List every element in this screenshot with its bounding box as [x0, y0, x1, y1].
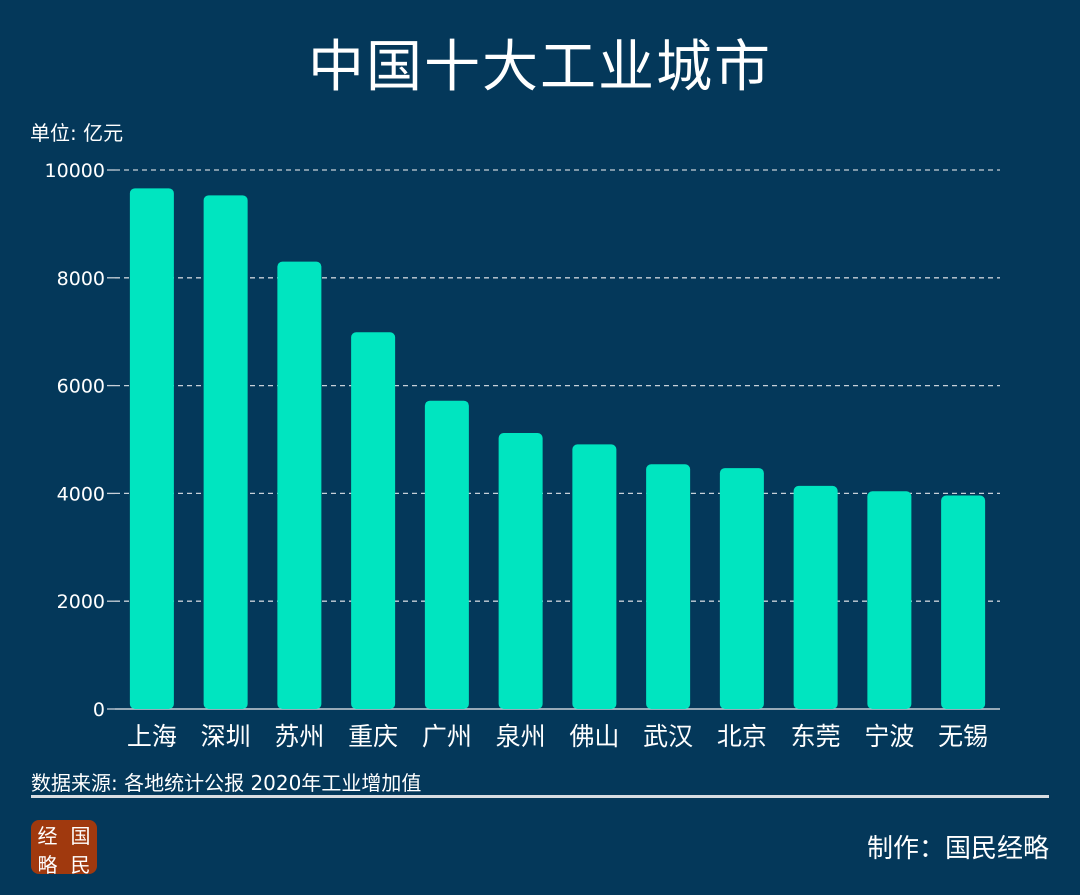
- source-note: 数据来源: 各地统计公报 2020年工业增加值: [31, 771, 422, 795]
- bar: [719, 468, 764, 709]
- y-tick-label: 10000: [45, 160, 105, 182]
- bar: [793, 485, 838, 709]
- x-tick-label: 无锡: [938, 722, 988, 751]
- logo-char: 民: [70, 853, 91, 877]
- x-tick-label: 苏州: [274, 722, 324, 751]
- bar: [424, 400, 469, 709]
- bar: [941, 495, 986, 709]
- bar: [498, 433, 543, 709]
- bar: [572, 444, 617, 709]
- y-tick-label: 4000: [57, 483, 105, 505]
- x-tick-label: 佛山: [569, 722, 619, 751]
- bar: [867, 491, 912, 709]
- bar: [277, 261, 322, 709]
- x-tick-label: 深圳: [201, 722, 251, 751]
- unit-label: 单位: 亿元: [30, 121, 124, 145]
- y-tick-label: 2000: [57, 591, 105, 613]
- x-tick-label: 武汉: [643, 722, 693, 751]
- logo: 经 国 略 民: [31, 820, 97, 877]
- y-tick-label: 6000: [57, 376, 105, 398]
- bar: [646, 464, 691, 709]
- bar-chart: 0 2000 4000 6000 8000 10000 上海 深圳 苏州 重庆 广州 泉州 佛山 武汉 北京…: [45, 160, 1000, 751]
- bar: [351, 332, 396, 709]
- x-tick-label: 广州: [422, 722, 472, 751]
- x-tick-label: 泉州: [496, 722, 546, 751]
- x-tick-label: 北京: [717, 722, 767, 751]
- y-tick-label: 8000: [57, 268, 105, 290]
- x-tick-label: 东莞: [791, 722, 841, 751]
- x-tick-label: 重庆: [348, 722, 398, 751]
- logo-char: 国: [70, 824, 91, 848]
- y-tick-label: 0: [93, 699, 105, 721]
- chart-title: 中国十大工业城市: [308, 35, 772, 100]
- x-tick-label: 上海: [127, 722, 177, 751]
- bar: [129, 188, 174, 710]
- credit-text: 制作：国民经略: [866, 834, 1049, 864]
- logo-char: 经: [37, 824, 58, 848]
- x-tick-label: 宁波: [864, 722, 914, 751]
- logo-char: 略: [37, 853, 58, 877]
- divider: [31, 795, 1049, 798]
- bar: [203, 195, 248, 709]
